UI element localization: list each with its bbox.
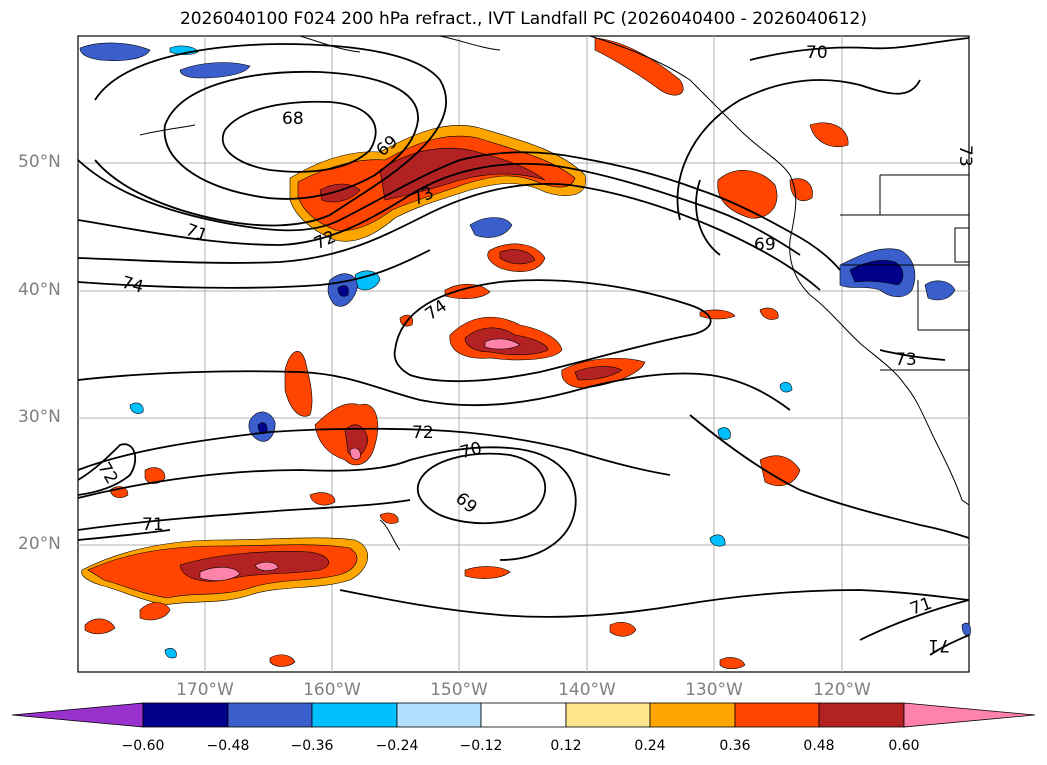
lat-label: 40°N (18, 280, 61, 300)
lon-label: 170°W (176, 680, 234, 700)
colorbar-tick-label: −0.36 (290, 738, 334, 754)
contour-label: 70 (806, 43, 828, 63)
contour-69-south (416, 452, 546, 525)
colorbar-tick-label: 0.12 (550, 738, 582, 754)
contour-label: 73 (955, 145, 975, 167)
colorbar-segment (142, 702, 229, 728)
lon-label: 120°W (813, 680, 871, 700)
colorbar-segment (734, 702, 820, 728)
contour-label: 69 (754, 235, 776, 255)
contour-74 (393, 279, 712, 383)
contour-label: 73 (895, 350, 917, 370)
colorbar-tick-label: 0.24 (634, 738, 666, 754)
refractivity-contours (77, 37, 970, 656)
colorbar-tick-label: 0.48 (803, 738, 835, 754)
colorbar-tick-label: −0.60 (121, 738, 165, 754)
contour-label: 68 (282, 109, 304, 129)
contour-label: 71 (142, 515, 164, 535)
contour-label: 72 (412, 423, 434, 443)
colorbar-extend-high (903, 702, 1036, 728)
state-borders (840, 174, 969, 371)
lon-label: 160°W (303, 680, 361, 700)
colorbar-tick-label: 0.36 (719, 738, 751, 754)
colorbar-tick-label: −0.24 (375, 738, 419, 754)
colorbar-tick-label: −0.48 (206, 738, 250, 754)
lat-label: 20°N (18, 534, 61, 554)
lon-label: 140°W (558, 680, 616, 700)
colorbar-segment (227, 702, 313, 728)
anomaly-pnw (717, 170, 778, 219)
lat-label: 50°N (18, 152, 61, 172)
colorbar-extend-low (11, 702, 144, 728)
lon-label: 130°W (685, 680, 743, 700)
anomaly-160w (284, 351, 313, 417)
colorbar-segment (396, 702, 482, 728)
contour-label: 71 (928, 635, 950, 655)
colorbar-segment (480, 702, 567, 728)
lon-label: 150°W (430, 680, 488, 700)
lat-label: 30°N (18, 407, 61, 427)
negative-anomaly-fields (79, 42, 971, 659)
anomaly-neg-nw (79, 42, 151, 61)
colorbar-segment (649, 702, 736, 728)
colorbar-tick-label: 0.60 (888, 738, 920, 754)
colorbar (11, 702, 1036, 728)
map-title: 2026040100 F024 200 hPa refract., IVT La… (179, 9, 867, 29)
coastlines (139, 35, 970, 551)
colorbar-segment (565, 702, 651, 728)
north-america-coast (589, 35, 970, 506)
colorbar-segment (818, 702, 905, 728)
colorbar-tick-label: −0.12 (459, 738, 503, 754)
contour-68 (222, 100, 377, 173)
colorbar-segment (311, 702, 398, 728)
